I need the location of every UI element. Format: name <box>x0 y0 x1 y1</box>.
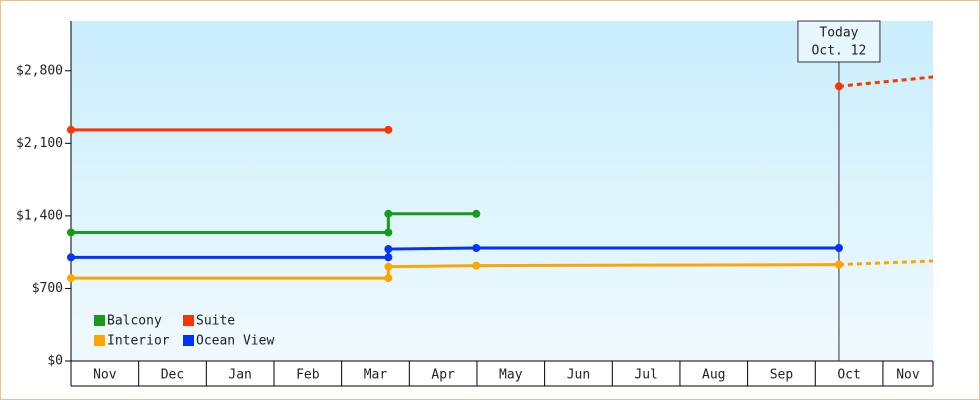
today-title: Today <box>819 26 858 41</box>
legend-label: Ocean View <box>196 334 274 349</box>
point <box>384 253 393 262</box>
today-date: Oct. 12 <box>812 44 867 59</box>
x-tick-label: Jan <box>228 368 251 383</box>
legend-label: Suite <box>196 314 235 329</box>
point <box>67 274 75 283</box>
legend-label: Balcony <box>107 314 162 329</box>
x-tick-label: Aug <box>702 368 725 383</box>
point <box>472 244 481 253</box>
x-tick-label: Nov <box>93 368 117 383</box>
y-tick-label: $2,100 <box>16 136 63 151</box>
point <box>67 253 75 262</box>
point <box>384 228 393 237</box>
y-tick-label: $2,800 <box>16 63 63 78</box>
y-tick-label: $1,400 <box>16 208 63 223</box>
projection-line <box>838 259 934 267</box>
y-tick-label: $0 <box>47 354 63 369</box>
x-tick-label: Feb <box>296 368 320 383</box>
projection-line <box>838 75 934 88</box>
point <box>384 209 393 218</box>
x-tick-label: Jun <box>567 368 590 383</box>
x-tick-label: Sep <box>770 368 794 383</box>
point <box>67 125 75 134</box>
series-line <box>71 212 477 234</box>
today-box <box>797 20 881 63</box>
point <box>834 244 843 253</box>
point <box>384 274 393 283</box>
point <box>384 125 393 134</box>
x-tick-label: Jul <box>634 368 657 383</box>
x-tick-label: Dec <box>161 368 184 383</box>
legend-swatch <box>183 335 194 346</box>
point <box>834 260 843 269</box>
legend-swatch <box>183 315 194 326</box>
plot-area <box>71 21 933 361</box>
legend-label: Interior <box>107 334 170 349</box>
y-tick-label: $700 <box>32 281 63 296</box>
x-tick-label: Oct <box>837 368 860 383</box>
x-tick-label: Apr <box>431 368 455 383</box>
x-tick-label: May <box>499 368 523 383</box>
point <box>472 261 481 270</box>
point <box>384 262 393 271</box>
point <box>834 82 843 91</box>
legend-swatch <box>94 315 105 326</box>
legend-swatch <box>94 335 105 346</box>
point <box>472 209 481 218</box>
point <box>67 228 75 237</box>
point <box>384 245 393 254</box>
x-tick-label: Mar <box>364 368 388 383</box>
x-tick-label: Nov <box>896 368 920 383</box>
